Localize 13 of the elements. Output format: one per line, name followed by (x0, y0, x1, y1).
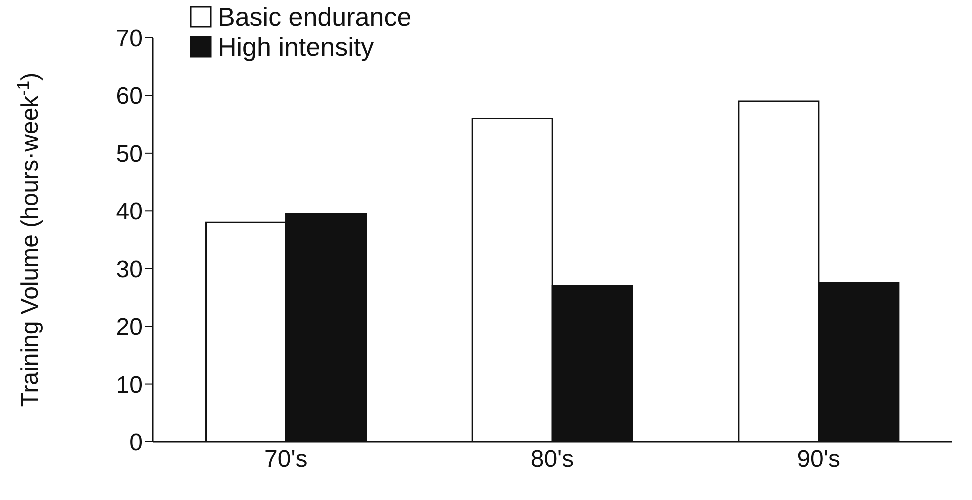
y-tick-label: 70 (116, 26, 143, 53)
x-tick-label: 90's (797, 446, 840, 474)
y-tick-label: 0 (130, 430, 143, 457)
legend-label: High intensity (218, 32, 374, 62)
y-tick-label: 10 (116, 372, 143, 399)
x-tick-label: 70's (264, 446, 308, 474)
legend-label: Basic endurance (218, 2, 412, 32)
y-tick-label: 30 (116, 256, 143, 284)
y-tick-label: 40 (116, 198, 143, 226)
x-tick-label: 80's (530, 446, 574, 474)
y-tick-label: 20 (116, 314, 143, 342)
y-tick-label: 60 (116, 83, 143, 110)
y-tick-label: 50 (116, 140, 143, 168)
